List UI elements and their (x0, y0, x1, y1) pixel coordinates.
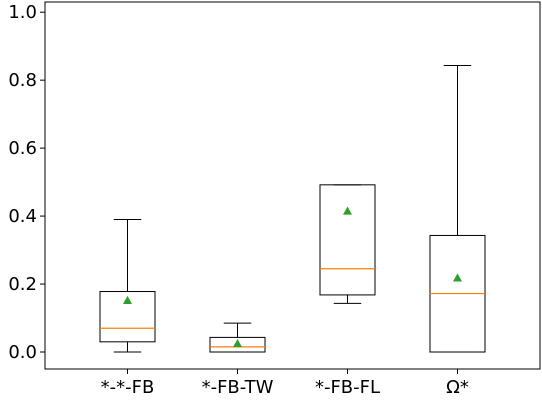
box-group (319, 184, 376, 304)
boxes (99, 65, 486, 353)
mean-marker (343, 206, 352, 215)
x-axis: *-*-FB *-FB-TW *-FB-FL Ω* (101, 369, 469, 398)
y-tick-label: 0.8 (8, 70, 37, 91)
mean-marker (233, 339, 242, 348)
x-tick-label: *-FB-FL (315, 377, 380, 398)
box-group (429, 65, 486, 353)
plot-area (44, 1, 541, 370)
y-tick-label: 0.6 (8, 138, 37, 159)
box (319, 184, 376, 296)
y-tick-label: 0.0 (8, 342, 37, 363)
y-tick-label: 0.4 (8, 206, 37, 227)
y-axis: 0.0 0.2 0.4 0.6 0.8 1.0 (8, 2, 45, 363)
x-tick-label: *-*-FB (101, 377, 155, 398)
y-tick-label: 1.0 (8, 2, 37, 23)
y-tick-label: 0.2 (8, 274, 37, 295)
mean-marker (123, 295, 132, 304)
box-group (99, 218, 156, 353)
mean-marker (453, 273, 462, 282)
x-tick-label: *-FB-TW (202, 377, 274, 398)
box (99, 291, 156, 343)
x-tick-label: Ω* (446, 377, 469, 398)
box (209, 336, 266, 353)
box-group (209, 322, 266, 353)
